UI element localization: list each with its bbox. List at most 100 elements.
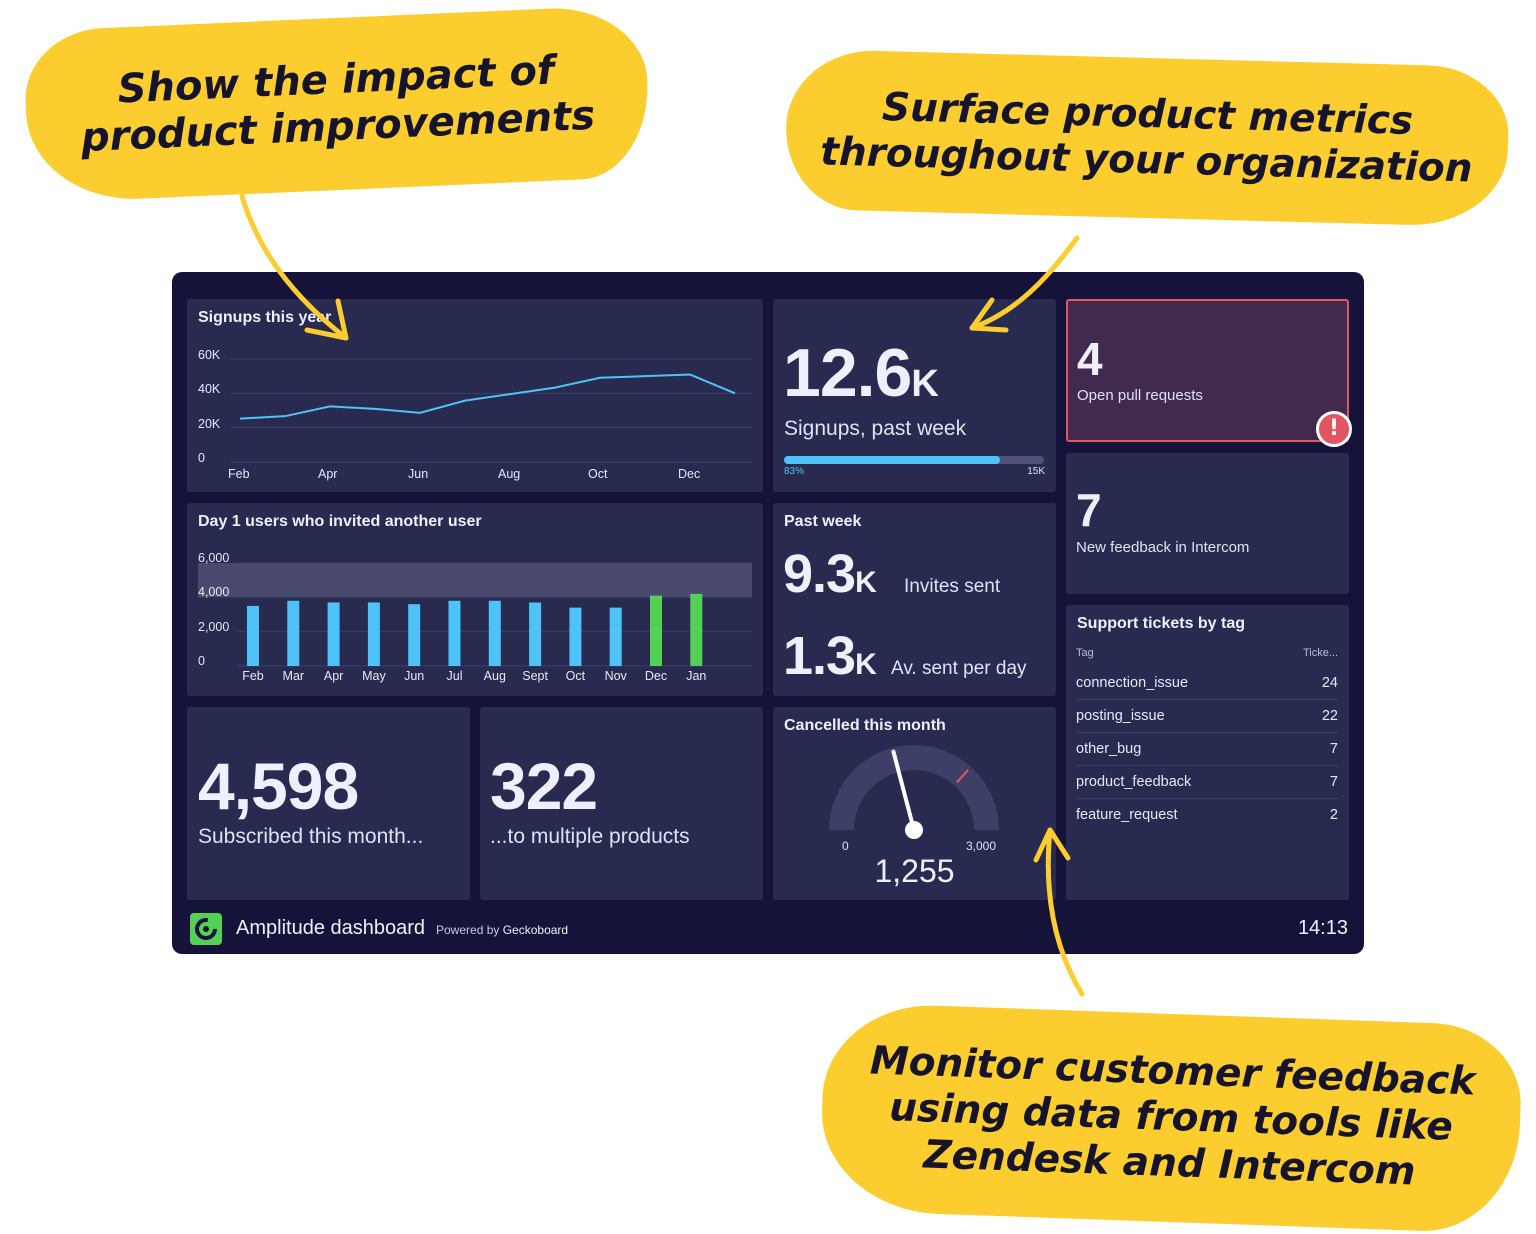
table-row[interactable]: posting_issue 22 <box>1076 700 1338 733</box>
pull-requests-label: Open pull requests <box>1077 387 1203 404</box>
table-row[interactable]: other_bug 7 <box>1076 733 1338 766</box>
tag-cell: product_feedback <box>1076 774 1191 790</box>
x-tick-label: Sept <box>515 669 555 683</box>
table-row[interactable]: connection_issue 24 <box>1076 667 1338 700</box>
bar-apr <box>328 602 340 666</box>
bar-mar <box>287 601 299 666</box>
x-tick-label: Oct <box>555 669 595 683</box>
exclamation-icon: ! <box>1316 411 1352 447</box>
powered-by: Powered by Geckoboard <box>436 923 568 937</box>
x-tick-label: Jul <box>435 669 475 683</box>
y-tick-label: 40K <box>198 382 220 396</box>
callout-product-improvements: Show the impact of product improvements <box>23 5 652 204</box>
signups-progress-track <box>784 456 1044 464</box>
y-tick-label: 0 <box>198 451 205 465</box>
y-tick-label: 0 <box>198 654 205 668</box>
x-tick-label: Jan <box>676 669 716 683</box>
signups-week-widget[interactable]: 12.6K Signups, past week 83% 15K <box>773 299 1056 492</box>
bar-oct <box>569 608 581 666</box>
cancelled-gauge-widget[interactable]: Cancelled this month 0 3,000 1,255 <box>773 707 1056 900</box>
x-tick-label: Feb <box>233 669 273 683</box>
signups-series-line <box>240 375 735 419</box>
gauge-max-label: 3,000 <box>966 839 996 853</box>
x-tick-label: Dec <box>636 669 676 683</box>
x-tick-label: Feb <box>228 467 250 481</box>
y-tick-label: 2,000 <box>198 620 229 634</box>
dashboard-title: Amplitude dashboard <box>236 917 425 940</box>
multiple-products-label: ...to multiple products <box>490 825 690 849</box>
signups-week-value: 12.6K <box>783 339 939 407</box>
gauge-min-label: 0 <box>842 839 849 853</box>
progress-percent-label: 83% <box>784 466 804 477</box>
signups-line-chart <box>187 299 763 492</box>
widget-title: Support tickets by tag <box>1077 615 1245 633</box>
table-row[interactable]: feature_request 2 <box>1076 799 1338 832</box>
column-header-tickets: Ticke... <box>1303 647 1338 659</box>
signups-week-label: Signups, past week <box>784 417 966 441</box>
x-tick-label: Aug <box>498 467 520 481</box>
x-tick-label: May <box>354 669 394 683</box>
subscribed-value: 4,598 <box>198 753 358 819</box>
tag-cell: posting_issue <box>1076 708 1165 724</box>
geckoboard-logo-icon <box>190 913 222 945</box>
intercom-value: 7 <box>1076 487 1101 533</box>
tag-cell: connection_issue <box>1076 675 1188 691</box>
ticket-table: connection_issue 24 posting_issue 22 other_b… <box>1076 667 1338 832</box>
y-tick-label: 6,000 <box>198 551 229 565</box>
count-cell: 2 <box>1330 807 1338 823</box>
count-cell: 7 <box>1330 741 1338 757</box>
signups-progress-fill <box>784 456 1000 464</box>
tag-cell: other_bug <box>1076 741 1141 757</box>
count-cell: 24 <box>1322 675 1338 691</box>
bar-feb <box>247 606 259 666</box>
pull-requests-widget[interactable]: 4 Open pull requests ! <box>1066 299 1349 442</box>
invites-bar-widget[interactable]: Day 1 users who invited another user 6,0… <box>187 503 763 696</box>
intercom-label: New feedback in Intercom <box>1076 539 1249 556</box>
x-tick-label: Oct <box>588 467 607 481</box>
bar-jul <box>449 601 461 666</box>
x-tick-label: Jun <box>394 669 434 683</box>
invites-sent-label: Invites sent <box>904 576 1000 598</box>
x-tick-label: Aug <box>475 669 515 683</box>
gauge-hub <box>905 821 923 839</box>
pull-requests-value: 4 <box>1077 336 1102 382</box>
x-tick-label: Nov <box>596 669 636 683</box>
goal-band <box>198 563 752 597</box>
bar-jun <box>408 604 420 666</box>
support-tickets-widget[interactable]: Support tickets by tag Tag Ticke... conn… <box>1066 605 1349 900</box>
bar-may <box>368 602 380 666</box>
callout-surface-metrics: Surface product metrics throughout your … <box>784 49 1510 228</box>
count-cell: 22 <box>1322 708 1338 724</box>
subscribed-widget[interactable]: 4,598 Subscribed this month... <box>187 707 470 900</box>
subscribed-label: Subscribed this month... <box>198 825 423 849</box>
multiple-products-value: 322 <box>490 753 597 819</box>
invites-sent-value: 9.3K <box>783 547 877 601</box>
x-tick-label: Jun <box>408 467 428 481</box>
avg-sent-value: 1.3K <box>783 629 877 683</box>
column-header-tag: Tag <box>1076 647 1094 659</box>
count-cell: 7 <box>1330 774 1338 790</box>
tag-cell: feature_request <box>1076 807 1178 823</box>
callout-monitor-feedback: Monitor customer feedback using data fro… <box>819 1002 1524 1234</box>
footer: Amplitude dashboard Powered by Geckoboar… <box>172 912 1364 946</box>
past-week-widget[interactable]: Past week 9.3K Invites sent 1.3K Av. sen… <box>773 503 1056 696</box>
progress-target-label: 15K <box>1027 466 1045 477</box>
y-tick-label: 4,000 <box>198 585 229 599</box>
gauge-value: 1,255 <box>773 853 1056 890</box>
intercom-widget[interactable]: 7 New feedback in Intercom <box>1066 453 1349 594</box>
bar-jan <box>690 594 702 666</box>
widget-title: Past week <box>784 513 861 531</box>
bar-dec <box>650 596 662 666</box>
y-tick-label: 60K <box>198 348 220 362</box>
y-tick-label: 20K <box>198 417 220 431</box>
gauge-track <box>829 745 999 830</box>
x-tick-label: Dec <box>678 467 700 481</box>
x-tick-label: Apr <box>318 467 337 481</box>
x-tick-label: Mar <box>273 669 313 683</box>
bar-sept <box>529 602 541 666</box>
table-row[interactable]: product_feedback 7 <box>1076 766 1338 799</box>
bar-nov <box>610 608 622 666</box>
multiple-products-widget[interactable]: 322 ...to multiple products <box>480 707 763 900</box>
